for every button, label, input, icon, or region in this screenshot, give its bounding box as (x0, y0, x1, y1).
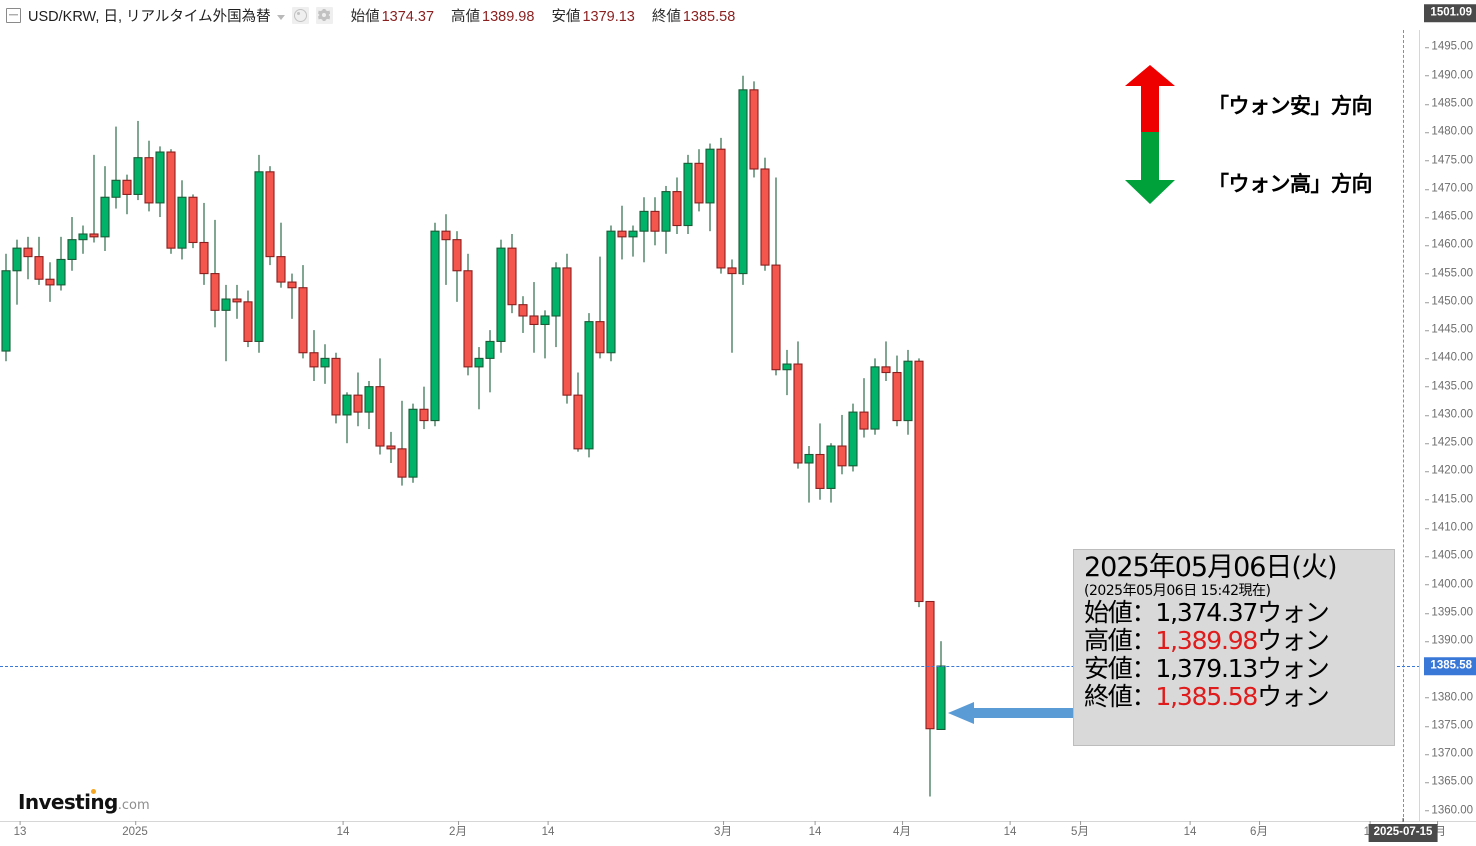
time-axis-tick: 3月 (714, 821, 732, 838)
price-axis-tick: 1445.00 (1425, 323, 1473, 336)
price-axis-tick: 1470.00 (1425, 182, 1473, 195)
price-axis-tick: 1410.00 (1425, 521, 1473, 534)
ohlc-readout: 始値 1374.37 高値 1389.98 安値 1379.13 終値 1385.58 (351, 5, 736, 26)
time-axis-tick: 2025 (122, 821, 148, 838)
price-axis-tick: 1450.00 (1425, 295, 1473, 308)
time-axis-tick: 6月 (1250, 821, 1268, 838)
price-axis-tick: 1395.00 (1425, 606, 1473, 619)
time-axis-badge: 2025-07-15 (1368, 818, 1438, 842)
price-axis-tick: 1490.00 (1425, 68, 1473, 81)
price-axis-tick: 1495.00 (1425, 40, 1473, 53)
price-axis-tick: 1360.00 (1425, 803, 1473, 816)
price-axis-tick: 1440.00 (1425, 351, 1473, 364)
won-strong-label: 「ウォン高」方向 (1208, 172, 1373, 196)
time-axis-tick: 5月 (1071, 821, 1089, 838)
logo-accent-dot (91, 789, 96, 794)
price-axis-tick: 1480.00 (1425, 125, 1473, 138)
direction-annotation: 「ウォン安」方向 「ウォン高」方向 (1108, 64, 1408, 214)
won-weak-label: 「ウォン安」方向 (1208, 94, 1373, 118)
price-axis-tick: 1400.00 (1425, 577, 1473, 590)
crosshair-vertical-line (1403, 0, 1404, 822)
ohlc-low: 安値 1379.13 (551, 8, 635, 25)
time-axis-tick: 14 (336, 821, 350, 838)
price-axis-tick: 1380.00 (1425, 690, 1473, 703)
price-axis[interactable]: 1501.09 1495.00 1490.00 1485.00 1480.00 1475.… (1419, 0, 1476, 822)
price-axis-tick: 1405.00 (1425, 549, 1473, 562)
price-axis-tick: 1460.00 (1425, 238, 1473, 251)
price-axis-tick: 1475.00 (1425, 153, 1473, 166)
price-axis-tick: 1420.00 (1425, 464, 1473, 477)
time-axis-tick: 14 (1003, 821, 1017, 838)
callout-as-of: (2025年05月06日 15:42現在) (1084, 582, 1271, 599)
time-axis-tick: 14 (808, 821, 822, 838)
callout-open-row: 始値：1,374.37ウォン (1084, 598, 1330, 627)
investing-logo: Investing.com (18, 789, 150, 814)
current-price-badge: 1385.58 (1424, 657, 1476, 675)
callout-pointer-arrow (948, 700, 1080, 726)
price-axis-tick: 1430.00 (1425, 408, 1473, 421)
price-axis-tick: 1485.00 (1425, 97, 1473, 110)
time-axis-tick: 14 (1183, 821, 1197, 838)
callout-close-row: 終値：1,385.58ウォン (1084, 682, 1330, 711)
eye-icon[interactable] (291, 6, 309, 24)
current-price-line (0, 666, 1420, 668)
price-axis-tick: 1390.00 (1425, 634, 1473, 647)
ohlc-close: 終値 1385.58 (651, 8, 736, 25)
time-axis-tick: 13 (13, 821, 27, 838)
gear-icon[interactable] (315, 6, 333, 24)
price-axis-tick: 1435.00 (1425, 379, 1473, 392)
price-axis-tick: 1415.00 (1425, 492, 1473, 505)
callout-high-row: 高値：1,389.98ウォン (1084, 626, 1330, 655)
chart-legend-bar: USD/KRW, 日, リアルタイム外国為替 始値 1374.37 高値 1389.… (0, 0, 1420, 30)
price-axis-top-badge: 1501.09 (1424, 4, 1476, 22)
chart-plot-area[interactable] (0, 0, 1420, 822)
callout-low-row: 安値：1,379.13ウォン (1084, 654, 1330, 683)
price-axis-tick: 1370.00 (1425, 747, 1473, 760)
price-axis-tick: 1375.00 (1425, 719, 1473, 732)
time-axis-tick: 4月 (893, 821, 911, 838)
collapse-icon[interactable] (6, 7, 21, 23)
callout-date: 2025年05月06日(火) (1084, 552, 1338, 583)
time-axis-tick: 14 (541, 821, 555, 838)
symbol-title[interactable]: USD/KRW, 日, リアルタイム外国為替 (28, 8, 271, 25)
ohlc-high: 高値 1389.98 (451, 8, 535, 25)
time-axis[interactable]: 132025142月143月144月145月146月137月2025-07-15 (0, 818, 1476, 846)
chevron-down-icon[interactable] (276, 14, 285, 20)
ohlc-open: 始値 1374.37 (350, 8, 435, 25)
time-axis-tick: 2月 (449, 821, 467, 838)
price-axis-tick: 1365.00 (1425, 775, 1473, 788)
price-axis-tick: 1455.00 (1425, 266, 1473, 279)
up-down-arrow-icon (1125, 65, 1175, 204)
price-axis-tick: 1425.00 (1425, 436, 1473, 449)
candlestick-series (1, 75, 946, 797)
price-axis-tick: 1465.00 (1425, 210, 1473, 223)
price-callout-box: 2025年05月06日(火) (2025年05月06日 15:42現在) 始値：… (1073, 549, 1395, 746)
